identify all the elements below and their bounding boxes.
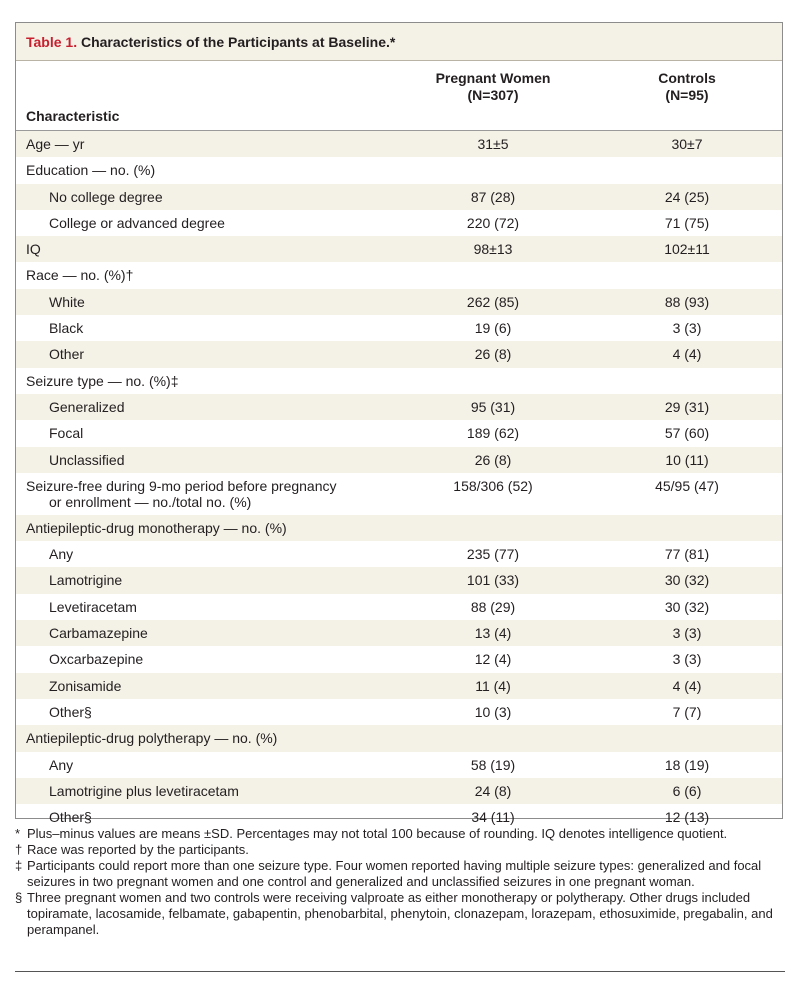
table-row: Black 19 (6) 3 (3) bbox=[49, 320, 702, 337]
table-row: Levetiracetam 88 (29) 30 (32) bbox=[49, 598, 710, 615]
table-row: College or advanced degree 220 (72) 71 (75… bbox=[49, 214, 710, 231]
header-pregnant-women: Pregnant Women (N=307) bbox=[435, 70, 551, 103]
table-row: Other§ 10 (3) 7 (7) bbox=[49, 703, 702, 720]
table-row: Seizure-free during 9-mo period before p… bbox=[26, 477, 719, 510]
table-row: Zonisamide 11 (4) 4 (4) bbox=[16, 672, 782, 699]
bottom-divider bbox=[15, 971, 785, 972]
table-row: No college degree 87 (28) 24 (25) bbox=[16, 183, 782, 210]
table-title-text: Characteristics of the Participants at B… bbox=[77, 34, 396, 50]
footnote: * Plus–minus values are means ±SD. Percen… bbox=[15, 826, 728, 841]
table-row: Seizure type — no. (%)‡ bbox=[26, 372, 179, 389]
table-row: Other§ 34 (11) 12 (13) bbox=[49, 809, 710, 826]
footnote: † Race was reported by the participants. bbox=[15, 842, 249, 857]
header-controls: Controls (N=95) bbox=[658, 70, 716, 103]
table-row: Lamotrigine plus levetiracetam 24 (8) 6 (6… bbox=[16, 777, 782, 805]
footnote: § Three pregnant women and two controls w… bbox=[15, 890, 773, 937]
table-row: Any 235 (77) 77 (81) bbox=[49, 546, 710, 563]
table-row: Focal 189 (62) 57 (60) bbox=[49, 425, 710, 442]
table-row: Age — yr 31±5 30±7 bbox=[16, 131, 782, 158]
footnote: ‡ Participants could report more than one… bbox=[15, 858, 762, 889]
table-row: Antiepileptic-drug monotherapy — no. (%) bbox=[16, 514, 782, 542]
table-row: Race — no. (%)† bbox=[26, 267, 134, 284]
table-number: Table 1. bbox=[26, 34, 78, 50]
table-row: Oxcarbazepine 12 (4) 3 (3) bbox=[49, 651, 702, 668]
table-row: IQ 98±13 102±11 bbox=[16, 236, 782, 263]
header-characteristic: Characteristic bbox=[26, 108, 120, 124]
table-row: Any 58 (19) 18 (19) bbox=[49, 756, 710, 773]
table-footnotes: * Plus–minus values are means ±SD. Percen… bbox=[15, 826, 783, 938]
table-row: Other 26 (8) 4 (4) bbox=[16, 341, 782, 368]
table-header: Characteristic Pregnant Women (N=307) Co… bbox=[16, 61, 782, 131]
table-title: Table 1. Characteristics of the Particip… bbox=[16, 23, 782, 61]
table-row: Antiepileptic-drug polytherapy — no. (%) bbox=[16, 725, 782, 752]
table-row: Education — no. (%) bbox=[26, 162, 156, 179]
table-row: Unclassified 26 (8) 10 (11) bbox=[16, 446, 782, 473]
table-body: Age — yr 31±5 30±7 Education — no. (%) No … bbox=[16, 131, 782, 830]
table-row: Lamotrigine 101 (33) 30 (32) bbox=[16, 567, 782, 594]
table-row: White 262 (85) 88 (93) bbox=[16, 288, 782, 316]
table-row: Generalized 95 (31) 29 (31) bbox=[16, 393, 782, 421]
baseline-characteristics-table: Table 1. Characteristics of the Particip… bbox=[15, 22, 783, 825]
table-row: Carbamazepine 13 (4) 3 (3) bbox=[16, 620, 782, 647]
